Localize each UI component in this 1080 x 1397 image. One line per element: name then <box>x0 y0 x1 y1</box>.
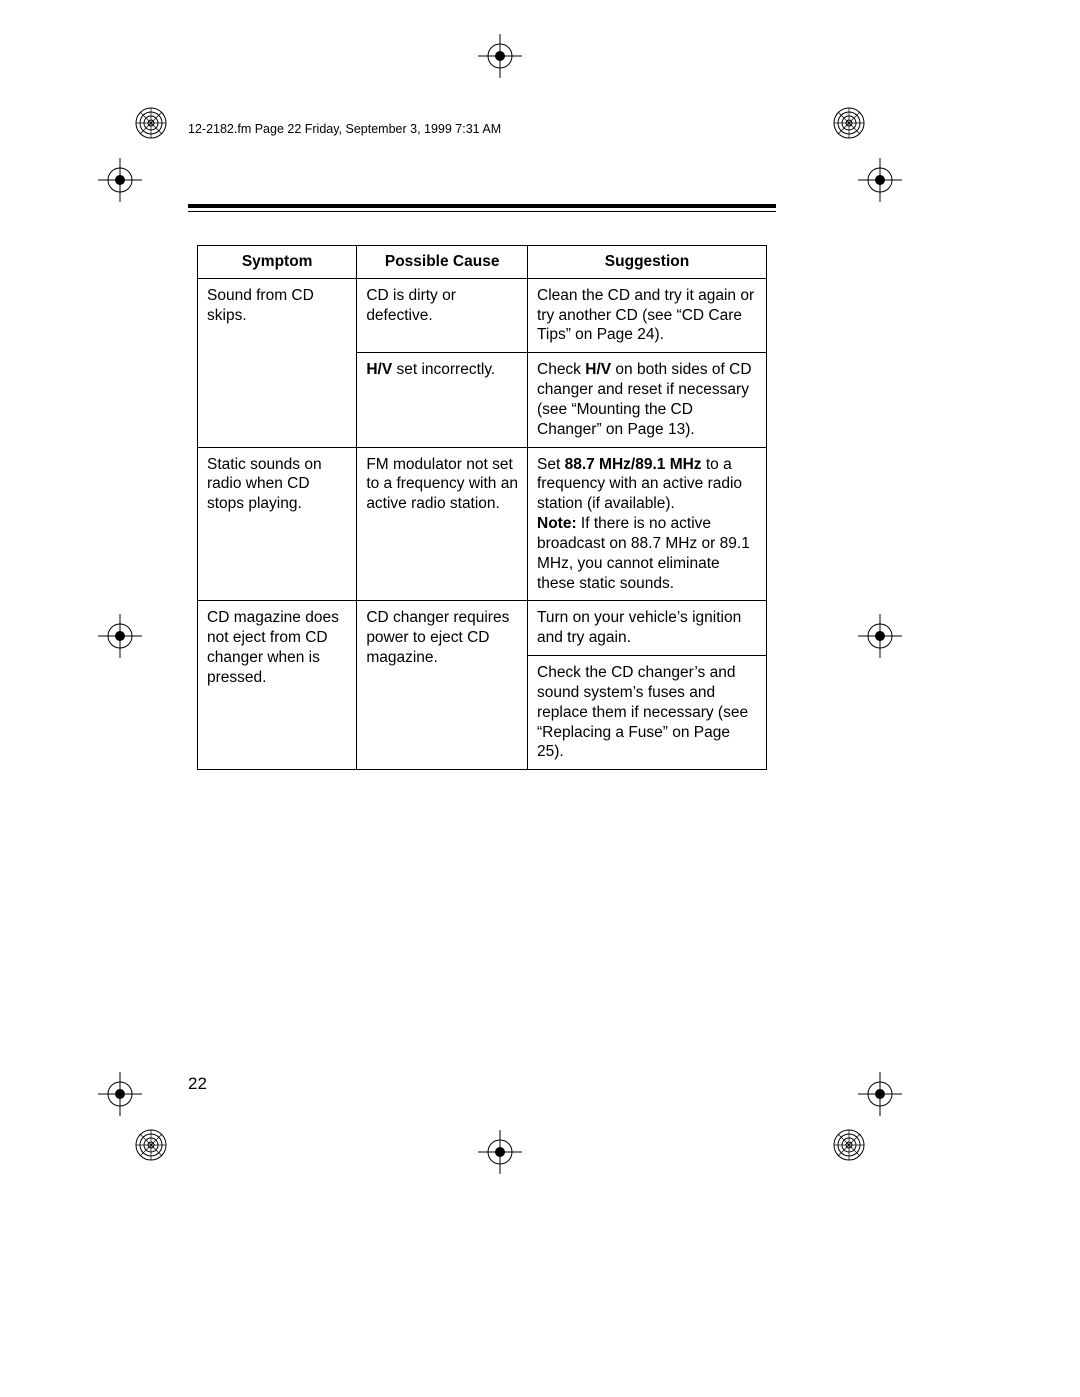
col-header-suggestion: Suggestion <box>528 246 767 279</box>
cell-suggestion: Check H/V on both sides of CD changer an… <box>528 353 767 447</box>
cell-suggestion: Clean the CD and try it again or try ano… <box>528 278 767 352</box>
cell-suggestion: Set 88.7 MHz/89.1 MHz to a frequency wit… <box>528 447 767 601</box>
cell-cause: CD is dirty or defective. <box>357 278 528 352</box>
corner-ornament-icon <box>134 1128 168 1162</box>
page-number: 22 <box>188 1074 207 1094</box>
cell-symptom: Static sounds on radio when CD stops pla… <box>198 447 357 601</box>
col-header-symptom: Symptom <box>198 246 357 279</box>
section-double-rule <box>188 204 776 212</box>
cell-suggestion: Check the CD changer’s and sound system’… <box>528 656 767 770</box>
crop-mark-icon <box>98 614 142 658</box>
corner-ornament-icon <box>832 106 866 140</box>
table-header-row: Symptom Possible Cause Suggestion <box>198 246 767 279</box>
corner-ornament-icon <box>134 106 168 140</box>
crop-mark-icon <box>98 158 142 202</box>
corner-ornament-icon <box>832 1128 866 1162</box>
cell-symptom: Sound from CD skips. <box>198 278 357 447</box>
cell-suggestion: Turn on your vehicle’s ignition and try … <box>528 601 767 656</box>
cell-cause: H/V set incorrectly. <box>357 353 528 447</box>
crop-mark-icon <box>478 1130 522 1174</box>
crop-mark-icon <box>858 614 902 658</box>
troubleshooting-table: Symptom Possible Cause Suggestion Sound … <box>197 245 767 770</box>
crop-mark-icon <box>858 158 902 202</box>
crop-mark-icon <box>98 1072 142 1116</box>
col-header-cause: Possible Cause <box>357 246 528 279</box>
cell-cause: FM modulator not set to a frequency with… <box>357 447 528 601</box>
table-row: Static sounds on radio when CD stops pla… <box>198 447 767 601</box>
cell-symptom: CD magazine does not eject from CD chang… <box>198 601 357 770</box>
document-header-path: 12-2182.fm Page 22 Friday, September 3, … <box>188 122 501 136</box>
table-row: CD magazine does not eject from CD chang… <box>198 601 767 656</box>
troubleshooting-table-container: Symptom Possible Cause Suggestion Sound … <box>197 245 767 770</box>
table-row: Sound from CD skips. CD is dirty or defe… <box>198 278 767 352</box>
crop-mark-icon <box>478 34 522 78</box>
crop-mark-icon <box>858 1072 902 1116</box>
cell-cause: CD changer requires power to eject CD ma… <box>357 601 528 770</box>
